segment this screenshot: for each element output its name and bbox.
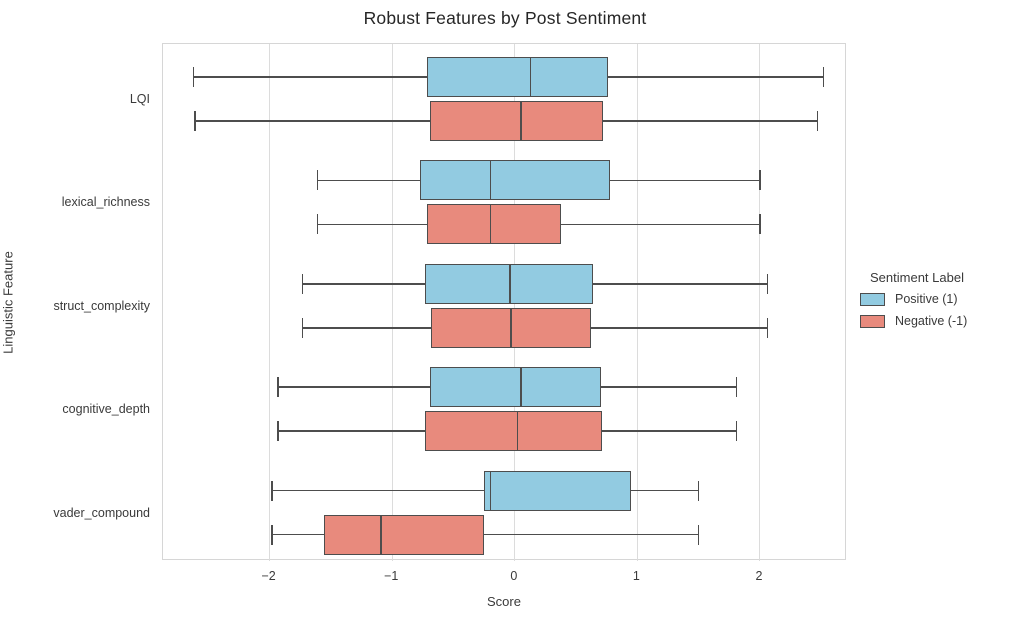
whisker-cap-low-Positive (1)-LQI (192, 67, 195, 87)
whisker-low-Negative (-1)-lexical_richness (317, 223, 427, 226)
whisker-low-Negative (-1)-vader_compound (272, 533, 324, 536)
whisker-high-Positive (1)-lexical_richness (610, 179, 760, 182)
whisker-cap-high-Positive (1)-vader_compound (697, 480, 700, 501)
legend: Sentiment Label Positive (1) Negative (-… (860, 270, 1010, 336)
whisker-cap-high-Positive (1)-cognitive_depth (735, 377, 738, 398)
whisker-cap-low-Negative (-1)-cognitive_depth (277, 421, 279, 442)
median-Negative (-1)-vader_compound (380, 515, 382, 554)
whisker-low-Positive (1)-lexical_richness (317, 179, 421, 182)
whisker-cap-high-Negative (-1)-lexical_richness (759, 214, 761, 235)
y-category-label-struct_complexity: struct_complexity (53, 298, 150, 313)
whisker-cap-low-Negative (-1)-lexical_richness (316, 214, 319, 235)
whisker-high-Positive (1)-struct_complexity (593, 283, 768, 285)
whisker-low-Positive (1)-struct_complexity (302, 283, 426, 285)
y-category-label-LQI: LQI (129, 92, 150, 106)
whisker-cap-low-Positive (1)-cognitive_depth (277, 377, 279, 398)
whisker-cap-low-Positive (1)-lexical_richness (316, 170, 319, 191)
median-Positive (1)-struct_complexity (509, 264, 511, 303)
whisker-high-Positive (1)-cognitive_depth (600, 386, 737, 388)
x-axis-label: Score (487, 594, 521, 609)
median-Positive (1)-vader_compound (489, 471, 492, 510)
x-tick-label: 1 (632, 569, 640, 583)
x-tick-label: 2 (755, 569, 763, 583)
median-Positive (1)-lexical_richness (489, 161, 492, 200)
whisker-low-Positive (1)-cognitive_depth (278, 386, 431, 388)
y-category-label-vader_compound: vader_compound (53, 505, 150, 520)
box-Negative (-1)-LQI (430, 101, 604, 141)
gridline-x-1 (636, 44, 638, 561)
whisker-high-Positive (1)-LQI (607, 76, 824, 78)
box-Positive (1)-LQI (426, 57, 608, 97)
gridline-x-2 (759, 44, 761, 561)
legend-label-positive: Positive (1) (895, 292, 958, 306)
whisker-high-Negative (-1)-struct_complexity (590, 327, 768, 329)
whisker-cap-high-Positive (1)-lexical_richness (759, 170, 761, 191)
whisker-low-Negative (-1)-cognitive_depth (278, 430, 426, 432)
whisker-high-Positive (1)-vader_compound (631, 489, 699, 492)
whisker-cap-high-Negative (-1)-LQI (816, 111, 819, 131)
whisker-high-Negative (-1)-cognitive_depth (601, 430, 737, 432)
legend-item-positive: Positive (1) (860, 292, 1010, 306)
whisker-cap-low-Positive (1)-struct_complexity (301, 273, 304, 294)
legend-item-negative: Negative (-1) (860, 314, 1010, 328)
whisker-low-Positive (1)-LQI (193, 76, 427, 78)
x-tick-label: −2 (261, 569, 276, 583)
median-Negative (-1)-lexical_richness (489, 205, 492, 244)
chart-title: Robust Features by Post Sentiment (363, 8, 647, 28)
whisker-cap-low-Positive (1)-vader_compound (271, 480, 273, 501)
whisker-cap-high-Positive (1)-LQI (822, 67, 825, 87)
y-category-label-lexical_richness: lexical_richness (61, 195, 150, 210)
whisker-low-Positive (1)-vader_compound (272, 489, 485, 492)
box-Positive (1)-cognitive_depth (430, 367, 601, 408)
median-Negative (-1)-LQI (520, 102, 522, 140)
box-Negative (-1)-lexical_richness (426, 204, 562, 245)
legend-swatch-positive (860, 292, 885, 306)
box-Positive (1)-lexical_richness (420, 160, 611, 201)
gridline-x--1 (391, 44, 393, 561)
whisker-cap-low-Negative (-1)-vader_compound (271, 524, 273, 545)
box-Positive (1)-vader_compound (484, 470, 632, 511)
whisker-cap-low-Negative (-1)-LQI (194, 111, 196, 131)
box-Negative (-1)-cognitive_depth (425, 411, 602, 452)
median-Positive (1)-cognitive_depth (520, 368, 522, 407)
legend-title: Sentiment Label (870, 270, 964, 285)
whisker-cap-low-Negative (-1)-struct_complexity (301, 317, 304, 338)
whisker-cap-high-Negative (-1)-struct_complexity (766, 317, 769, 338)
median-Negative (-1)-struct_complexity (510, 308, 512, 347)
x-tick-label: −1 (384, 569, 399, 583)
whisker-high-Negative (-1)-lexical_richness (561, 223, 760, 226)
x-tick-label: 0 (510, 569, 518, 583)
box-Negative (-1)-vader_compound (323, 514, 485, 555)
median-Negative (-1)-cognitive_depth (516, 412, 518, 451)
whisker-high-Negative (-1)-LQI (603, 120, 818, 122)
whisker-high-Negative (-1)-vader_compound (484, 533, 699, 536)
median-Positive (1)-LQI (529, 58, 532, 96)
legend-label-negative: Negative (-1) (895, 314, 968, 328)
gridline-x--2 (269, 44, 271, 561)
whisker-cap-high-Negative (-1)-cognitive_depth (735, 421, 738, 442)
y-category-label-cognitive_depth: cognitive_depth (62, 402, 150, 417)
legend-swatch-negative (860, 314, 885, 328)
whisker-cap-high-Negative (-1)-vader_compound (697, 524, 700, 545)
whisker-low-Negative (-1)-struct_complexity (302, 327, 432, 329)
plot-area (162, 43, 846, 561)
whisker-low-Negative (-1)-LQI (194, 120, 431, 122)
whisker-cap-high-Positive (1)-struct_complexity (766, 273, 769, 294)
